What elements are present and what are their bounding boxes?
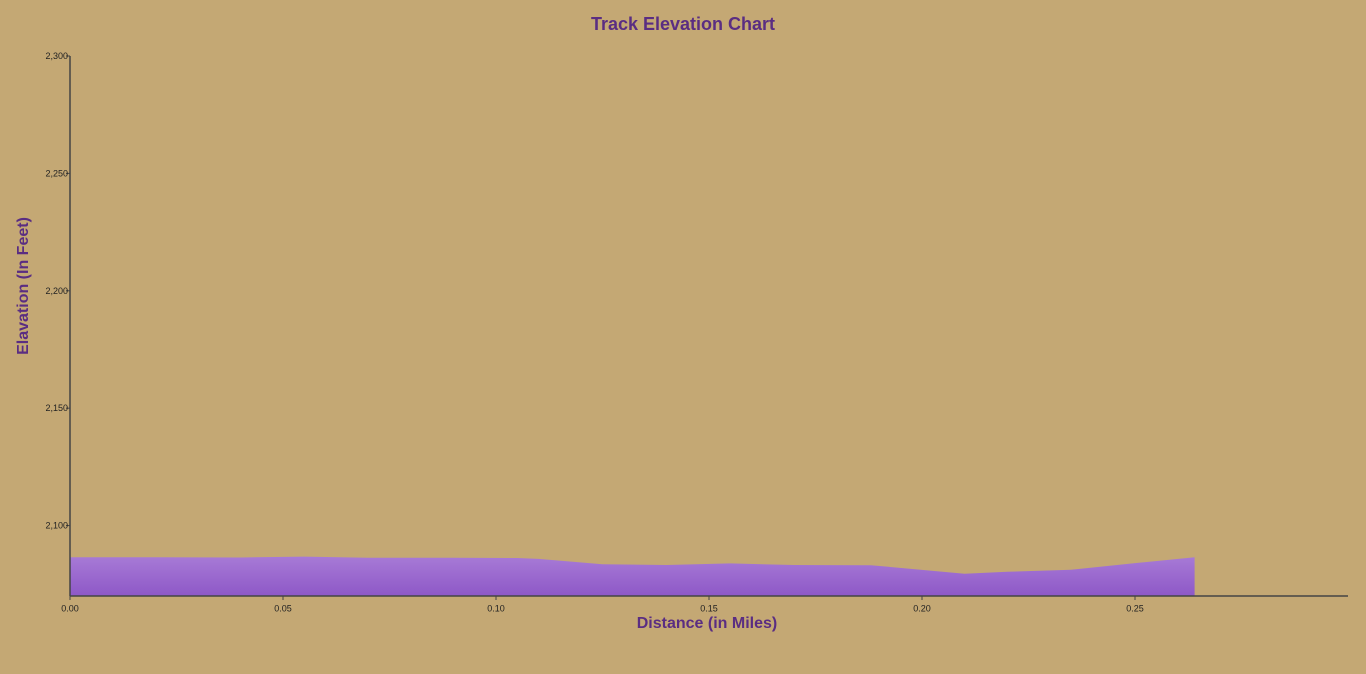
y-tick-label: 2,100: [45, 521, 68, 531]
y-tick-label: 2,150: [45, 403, 68, 413]
x-axis-label: Distance (in Miles): [637, 615, 777, 632]
chart-title: Track Elevation Chart: [591, 14, 775, 34]
x-tick-label: 0.25: [1126, 603, 1144, 613]
x-tick-label: 0.10: [487, 603, 505, 613]
x-tick-label: 0.15: [700, 603, 718, 613]
y-tick-label: 2,250: [45, 168, 68, 178]
y-axis-label: Elavation (In Feet): [15, 217, 32, 355]
x-tick-label: 0.20: [913, 603, 931, 613]
x-tick-label: 0.00: [61, 603, 79, 613]
x-tick-label: 0.05: [274, 603, 292, 613]
y-tick-label: 2,200: [45, 286, 68, 296]
elevation-area-series-0: [70, 556, 1195, 596]
y-tick-label: 2,300: [45, 51, 68, 61]
y-ticks: 2,100 2,150 2,200 2,250 2,300: [45, 51, 70, 531]
area-layer: [70, 556, 1195, 596]
x-ticks: 0.00 0.05 0.10 0.15 0.20 0.25: [61, 596, 1144, 613]
